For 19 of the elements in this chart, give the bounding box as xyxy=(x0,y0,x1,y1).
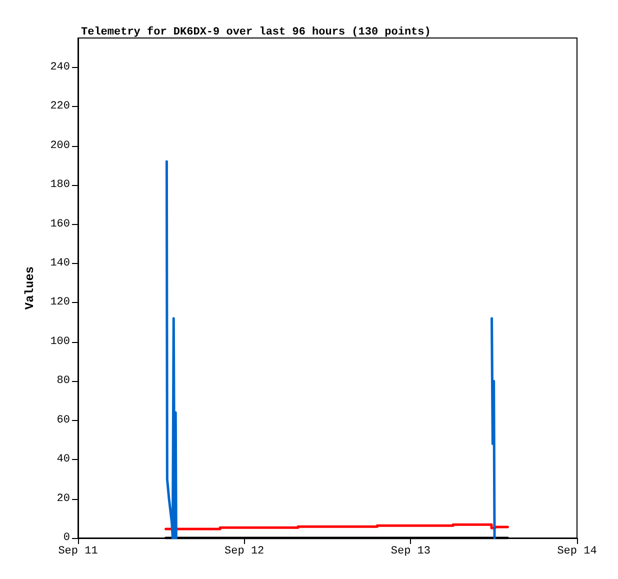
x-tick-label: Sep 11 xyxy=(58,546,98,558)
x-tick-label: Sep 13 xyxy=(390,546,430,558)
y-tick-label: 180 xyxy=(50,179,70,192)
x-tick-label: Sep 12 xyxy=(224,546,264,558)
y-tick-label: 200 xyxy=(50,140,70,152)
y-tick-label: 240 xyxy=(50,61,70,74)
y-tick-label: 100 xyxy=(50,336,70,348)
y-tick-label: 220 xyxy=(50,100,70,113)
y-tick-label: 20 xyxy=(56,492,70,505)
y-tick-label: 60 xyxy=(56,414,70,426)
chart-title: Telemetry for DK6DX-9 over last 96 hours (130 points) xyxy=(81,26,431,38)
y-tick-label: 80 xyxy=(56,375,70,388)
y-tick-label: 120 xyxy=(50,296,70,309)
y-tick-label: 40 xyxy=(56,454,70,466)
y-axis-title: Values xyxy=(23,266,37,310)
y-tick-label: 0 xyxy=(63,532,70,544)
y-tick-label: 160 xyxy=(50,218,70,230)
x-tick-label: Sep 14 xyxy=(557,546,598,558)
y-tick-label: 140 xyxy=(50,257,70,270)
